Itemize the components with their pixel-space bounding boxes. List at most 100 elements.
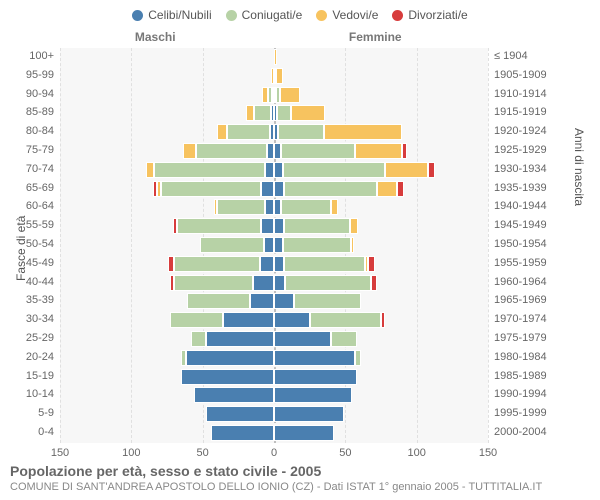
female-half [274,68,488,84]
pyramid-row [60,162,488,178]
age-label: 70-74 [26,163,54,175]
bar-segment [194,387,274,403]
x-tick-label: 0 [271,447,277,459]
bar-segment [177,218,261,234]
pyramid-row [60,218,488,234]
legend-swatch [226,10,237,21]
bar-segment [174,256,260,272]
bar-segment [274,425,334,441]
birth-year-label: 1940-1944 [494,200,547,212]
male-half [60,68,274,84]
age-label: 85-89 [26,106,54,118]
pyramid-row [60,369,488,385]
bar-segment [274,143,281,159]
male-half [60,350,274,366]
age-label: 45-49 [26,257,54,269]
x-tick-label: 100 [122,447,140,459]
male-half [60,387,274,403]
bar-segment [377,181,397,197]
bar-segment [274,312,310,328]
bar-segment [397,181,404,197]
bar-segment [186,350,274,366]
birth-year-label: 1950-1954 [494,238,547,250]
bar-segment [274,162,283,178]
female-half [274,350,488,366]
legend-label: Coniugati/e [242,8,303,22]
pyramid-row [60,387,488,403]
age-label: 60-64 [26,200,54,212]
plot-area [60,48,488,443]
birth-year-label: 1980-1984 [494,351,547,363]
pyramid-row [60,406,488,422]
birth-year-label: 1975-1979 [494,332,547,344]
y-axis-right-title: Anni di nascita [572,127,586,205]
bar-segment [274,181,284,197]
bar-segment [351,237,354,253]
bar-segment [331,199,338,215]
female-half [274,312,488,328]
bar-segment [291,105,325,121]
birth-year-label: 1995-1999 [494,407,547,419]
birth-year-label: 1990-1994 [494,388,547,400]
male-half [60,369,274,385]
bar-segment [355,143,402,159]
pyramid-row [60,237,488,253]
legend-label: Vedovi/e [332,8,378,22]
male-half [60,162,274,178]
pyramid-row [60,256,488,272]
female-half [274,162,488,178]
bar-segment [146,162,155,178]
female-half [274,199,488,215]
female-half [274,105,488,121]
male-half [60,143,274,159]
bar-segment [274,293,294,309]
age-label: 20-24 [26,351,54,363]
age-label: 80-84 [26,125,54,137]
birth-year-label: 1945-1949 [494,219,547,231]
age-label: 95-99 [26,69,54,81]
bar-segment [381,312,385,328]
bar-segment [274,199,281,215]
bar-segment [371,275,377,291]
gridline [488,48,489,443]
birth-year-label: 1920-1924 [494,125,547,137]
bar-segment [276,68,283,84]
bar-segment [274,218,284,234]
male-half [60,124,274,140]
bar-segment [265,162,274,178]
pyramid-row [60,49,488,65]
bar-segment [187,293,250,309]
bar-segment [260,256,274,272]
age-label: 55-59 [26,219,54,231]
bar-segment [355,350,361,366]
male-half [60,293,274,309]
male-half [60,331,274,347]
bar-segment [161,181,261,197]
male-half [60,87,274,103]
bar-segment [331,331,357,347]
female-half [274,143,488,159]
female-half [274,275,488,291]
birth-year-label: 1935-1939 [494,182,547,194]
chart-subtitle: COMUNE DI SANT'ANDREA APOSTOLO DELLO ION… [10,481,542,493]
male-half [60,49,274,65]
bar-segment [278,124,324,140]
age-label: 15-19 [26,370,54,382]
bar-segment [254,105,271,121]
bar-segment [284,218,350,234]
bar-segment [217,124,227,140]
male-half [60,105,274,121]
birth-year-label: 1970-1974 [494,313,547,325]
x-tick-label: 100 [407,447,425,459]
pyramid-row [60,87,488,103]
pyramid-row [60,124,488,140]
pyramid-row [60,105,488,121]
legend-swatch [392,10,403,21]
bar-segment [265,199,274,215]
female-half [274,49,488,65]
female-half [274,218,488,234]
pyramid-row [60,181,488,197]
legend-label: Divorziati/e [408,8,467,22]
bar-segment [283,237,351,253]
male-half [60,312,274,328]
